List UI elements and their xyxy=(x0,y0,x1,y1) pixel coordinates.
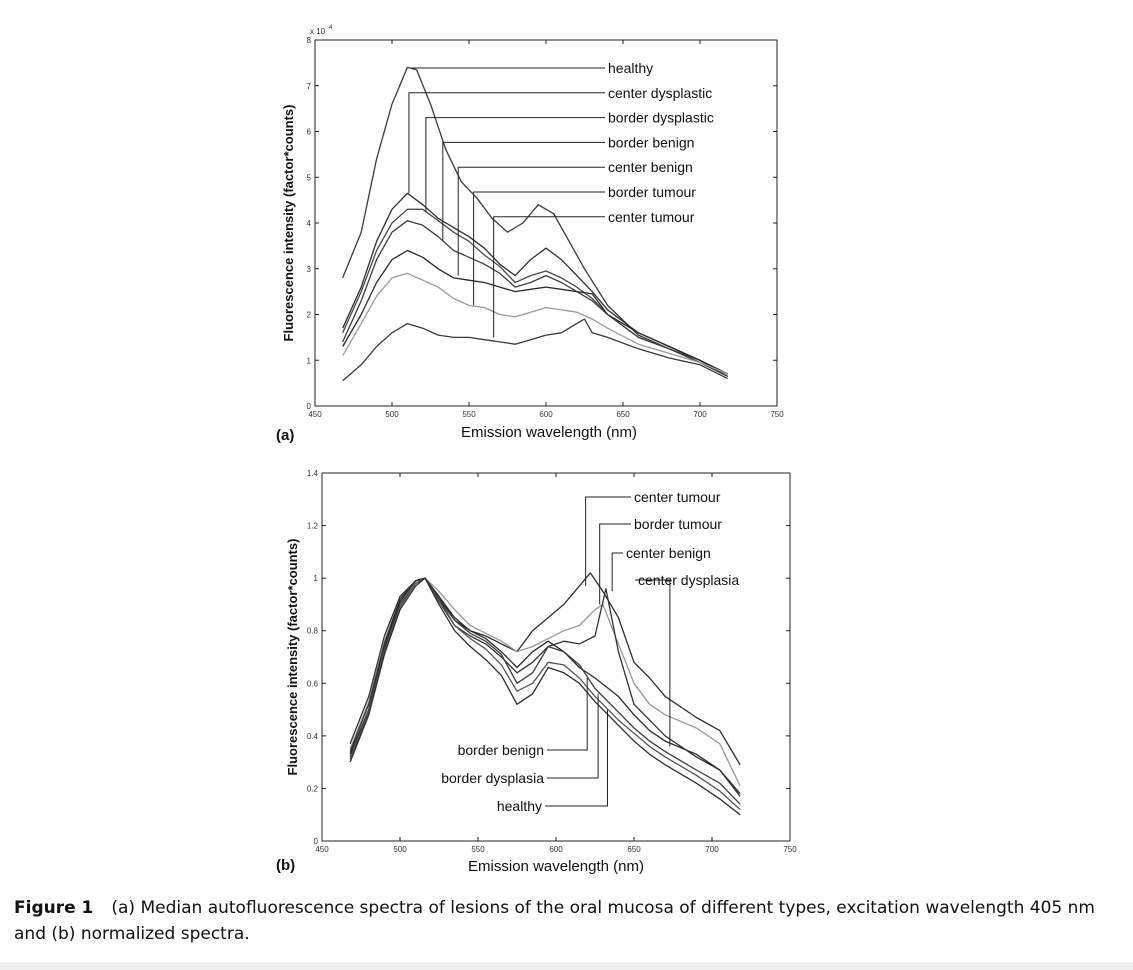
callout-leader xyxy=(547,693,599,779)
x-tick-label: 550 xyxy=(462,410,476,419)
y-tick-label: 0.8 xyxy=(307,627,319,636)
chart-b-panel-label: (b) xyxy=(276,857,295,874)
series-line-center-tumour xyxy=(349,572,741,766)
x-tick-label: 700 xyxy=(693,410,707,419)
series-line-center-dysplasia xyxy=(349,577,741,795)
callout-leader xyxy=(547,678,588,751)
chart-a-multiplier-exp: 4 xyxy=(329,25,333,31)
figure-caption: Figure 1 (a) Median autofluorescence spec… xyxy=(14,895,1114,947)
series-label: border benign xyxy=(608,134,694,150)
y-tick-label: 0.2 xyxy=(307,784,319,793)
series-line-center-benign xyxy=(349,577,741,797)
series-line-border-tumour xyxy=(349,577,741,787)
x-tick-label: 500 xyxy=(385,410,399,419)
caption-label: Figure 1 xyxy=(14,898,94,918)
callout-leader xyxy=(457,166,605,276)
series-label: border tumour xyxy=(608,184,696,200)
series-label: center tumour xyxy=(634,489,721,505)
x-tick-label: 750 xyxy=(783,845,797,854)
chart-b-ylabel: Fluorescence intensity (factor*counts) xyxy=(285,539,300,776)
y-tick-label: 8 xyxy=(307,36,312,45)
callout-leader xyxy=(473,191,605,306)
y-tick-label: 5 xyxy=(307,173,312,182)
series-line-border-dysplastic xyxy=(342,208,728,377)
callout-leader xyxy=(408,92,605,194)
series-label: border tumour xyxy=(634,516,722,532)
y-tick-label: 0 xyxy=(314,837,319,846)
series-label: center dysplastic xyxy=(608,85,712,101)
series-label: healthy xyxy=(608,60,653,76)
series-label: border dysplastic xyxy=(608,110,714,126)
series-line-center-dysplastic xyxy=(342,192,729,377)
series-label: center benign xyxy=(608,159,693,175)
series-line-border-dysplasia xyxy=(349,577,741,810)
x-tick-label: 500 xyxy=(393,845,407,854)
y-tick-label: 3 xyxy=(307,265,312,274)
chart-a-xlabel: Emission wavelength (nm) xyxy=(461,424,637,441)
chart-a: 450 500 550 600 650 700 750 0 1 2 3 4 5 6 7 8 healthy ce… xyxy=(276,25,784,444)
callout-leader xyxy=(635,579,671,747)
y-tick-label: 1.4 xyxy=(307,469,319,478)
y-tick-label: 0.6 xyxy=(307,679,319,688)
series-label: healthy xyxy=(497,798,542,814)
y-tick-label: 7 xyxy=(307,82,312,91)
y-tick-label: 0.4 xyxy=(307,732,319,741)
series-line-healthy xyxy=(342,66,728,375)
page-bottom-band xyxy=(0,962,1133,970)
figure: 450 500 550 600 650 700 750 0 1 2 3 4 5 6 7 8 healthy ce… xyxy=(276,25,797,875)
x-tick-label: 650 xyxy=(616,410,630,419)
series-label: center tumour xyxy=(608,209,695,225)
callout-leader xyxy=(493,216,605,338)
chart-a-ylabel: Fluorescence intensity (factor*counts) xyxy=(281,105,296,342)
series-label: border benign xyxy=(458,742,544,758)
series-line-center-tumour xyxy=(342,318,728,382)
x-tick-label: 600 xyxy=(549,845,563,854)
callout-leader xyxy=(425,117,605,212)
callout-leader xyxy=(545,709,608,807)
series-label: center dysplasia xyxy=(638,572,739,588)
callout-leader xyxy=(442,141,605,242)
callout-leader xyxy=(585,496,631,587)
y-tick-label: 0 xyxy=(307,402,312,411)
series-line-center-benign xyxy=(342,249,728,375)
chart-a-panel-label: (a) xyxy=(276,427,294,444)
y-tick-label: 1.2 xyxy=(307,522,319,531)
x-tick-label: 600 xyxy=(539,410,553,419)
caption-text: (a) Median autofluorescence spectra of l… xyxy=(14,898,1095,944)
series-label: border dysplasia xyxy=(441,770,544,786)
series-line-border-tumour xyxy=(342,272,728,375)
series-label: center benign xyxy=(626,545,711,561)
y-tick-label: 1 xyxy=(307,356,312,365)
callout-leader xyxy=(411,67,605,69)
y-tick-label: 4 xyxy=(307,219,312,228)
chart-a-multiplier: x 10 xyxy=(310,27,326,36)
callout-leader xyxy=(599,523,631,605)
x-tick-label: 550 xyxy=(471,845,485,854)
callout-leader xyxy=(611,552,623,592)
y-tick-label: 2 xyxy=(307,311,312,320)
x-tick-label: 650 xyxy=(627,845,641,854)
chart-b-xlabel: Emission wavelength (nm) xyxy=(468,858,644,875)
y-tick-label: 6 xyxy=(307,128,312,137)
x-tick-label: 700 xyxy=(705,845,719,854)
x-tick-label: 450 xyxy=(315,845,329,854)
series-line-border-benign xyxy=(342,220,728,377)
x-tick-label: 750 xyxy=(770,410,784,419)
y-tick-label: 1 xyxy=(314,574,319,583)
chart-b: 450 500 550 600 650 700 750 0 0.2 0.4 0.6 0.8 1 1.2 1.… xyxy=(276,469,797,875)
series-line-border-benign xyxy=(349,577,741,805)
series-line-healthy xyxy=(349,577,741,816)
x-tick-label: 450 xyxy=(308,410,322,419)
